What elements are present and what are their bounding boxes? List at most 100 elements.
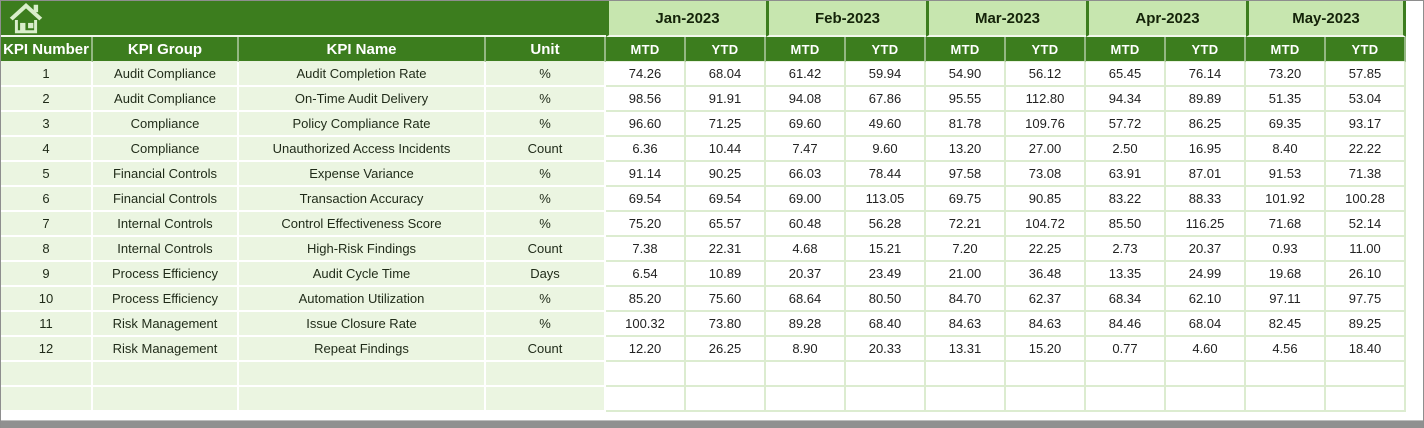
kpi-value-cell: 109.76	[1006, 112, 1086, 137]
empty-cell	[686, 362, 766, 387]
kpi-value-cell: 93.17	[1326, 112, 1406, 137]
kpi-value-cell: 2.50	[1086, 137, 1166, 162]
kpi-value-cell: 94.34	[1086, 87, 1166, 112]
kpi-value-cell: 85.50	[1086, 212, 1166, 237]
kpi-value-cell: 68.04	[1166, 312, 1246, 337]
empty-cell	[1, 387, 93, 412]
kpi-value-cell: 96.60	[606, 112, 686, 137]
sub-header-mar-2023-ytd: YTD	[1006, 37, 1086, 62]
kpi-value-cell: 113.05	[846, 187, 926, 212]
kpi-group-cell: Process Efficiency	[93, 262, 239, 287]
kpi-unit-cell: %	[486, 162, 606, 187]
kpi-unit-cell: %	[486, 287, 606, 312]
spacer-cell	[1406, 312, 1423, 337]
kpi-value-cell: 69.35	[1246, 112, 1326, 137]
kpi-value-cell: 97.11	[1246, 287, 1326, 312]
kpi-value-cell: 90.25	[686, 162, 766, 187]
home-icon	[9, 2, 43, 33]
kpi-value-cell: 67.86	[846, 87, 926, 112]
empty-cell	[1006, 362, 1086, 387]
kpi-value-cell: 13.20	[926, 137, 1006, 162]
kpi-value-cell: 0.77	[1086, 337, 1166, 362]
kpi-value-cell: 97.75	[1326, 287, 1406, 312]
kpi-value-cell: 56.28	[846, 212, 926, 237]
kpi-value-cell: 7.47	[766, 137, 846, 162]
kpi-number-cell: 3	[1, 112, 93, 137]
kpi-value-cell: 73.80	[686, 312, 766, 337]
spacer-cell	[1406, 87, 1423, 112]
kpi-value-cell: 88.33	[1166, 187, 1246, 212]
spacer-cell	[1406, 37, 1423, 62]
kpi-value-cell: 91.14	[606, 162, 686, 187]
kpi-name-cell: High-Risk Findings	[239, 237, 486, 262]
kpi-value-cell: 81.78	[926, 112, 1006, 137]
kpi-value-cell: 74.26	[606, 62, 686, 87]
kpi-value-cell: 71.25	[686, 112, 766, 137]
kpi-value-cell: 94.08	[766, 87, 846, 112]
empty-cell	[1246, 387, 1326, 412]
kpi-value-cell: 4.56	[1246, 337, 1326, 362]
kpi-value-cell: 8.40	[1246, 137, 1326, 162]
kpi-value-cell: 22.25	[1006, 237, 1086, 262]
spacer-cell	[1406, 62, 1423, 87]
kpi-name-cell: Unauthorized Access Incidents	[239, 137, 486, 162]
kpi-value-cell: 60.48	[766, 212, 846, 237]
kpi-group-cell: Audit Compliance	[93, 87, 239, 112]
empty-cell	[93, 362, 239, 387]
kpi-unit-cell: %	[486, 312, 606, 337]
home-button[interactable]	[1, 1, 606, 37]
kpi-value-cell: 73.08	[1006, 162, 1086, 187]
kpi-value-cell: 65.57	[686, 212, 766, 237]
sub-header-apr-2023-ytd: YTD	[1166, 37, 1246, 62]
kpi-number-cell: 1	[1, 62, 93, 87]
kpi-value-cell: 69.60	[766, 112, 846, 137]
kpi-group-cell: Risk Management	[93, 312, 239, 337]
kpi-value-cell: 80.50	[846, 287, 926, 312]
kpi-value-cell: 20.37	[1166, 237, 1246, 262]
kpi-name-cell: Issue Closure Rate	[239, 312, 486, 337]
kpi-value-cell: 71.68	[1246, 212, 1326, 237]
kpi-group-cell: Compliance	[93, 137, 239, 162]
kpi-value-cell: 6.36	[606, 137, 686, 162]
kpi-unit-cell: %	[486, 62, 606, 87]
kpi-number-cell: 4	[1, 137, 93, 162]
kpi-value-cell: 84.46	[1086, 312, 1166, 337]
column-header-unit: Unit	[486, 37, 606, 62]
sub-header-mar-2023-mtd: MTD	[926, 37, 1006, 62]
kpi-value-cell: 69.54	[606, 187, 686, 212]
kpi-value-cell: 116.25	[1166, 212, 1246, 237]
kpi-value-cell: 69.54	[686, 187, 766, 212]
spacer-cell	[1406, 362, 1423, 387]
kpi-group-cell: Process Efficiency	[93, 287, 239, 312]
kpi-name-cell: Control Effectiveness Score	[239, 212, 486, 237]
kpi-value-cell: 87.01	[1166, 162, 1246, 187]
kpi-value-cell: 27.00	[1006, 137, 1086, 162]
kpi-value-cell: 26.10	[1326, 262, 1406, 287]
kpi-value-cell: 68.34	[1086, 287, 1166, 312]
kpi-value-cell: 91.53	[1246, 162, 1326, 187]
kpi-group-cell: Financial Controls	[93, 187, 239, 212]
kpi-value-cell: 66.03	[766, 162, 846, 187]
empty-cell	[606, 387, 686, 412]
kpi-value-cell: 22.31	[686, 237, 766, 262]
sub-header-feb-2023-mtd: MTD	[766, 37, 846, 62]
kpi-value-cell: 82.45	[1246, 312, 1326, 337]
sub-header-may-2023-ytd: YTD	[1326, 37, 1406, 62]
kpi-value-cell: 72.21	[926, 212, 1006, 237]
kpi-unit-cell: %	[486, 112, 606, 137]
spacer-cell	[1406, 287, 1423, 312]
kpi-number-cell: 5	[1, 162, 93, 187]
kpi-value-cell: 61.42	[766, 62, 846, 87]
kpi-value-cell: 4.68	[766, 237, 846, 262]
kpi-grid: Jan-2023 Feb-2023 Mar-2023 Apr-2023 May-2023…	[1, 1, 1423, 412]
window-bottom-bar	[1, 419, 1423, 428]
kpi-value-cell: 68.64	[766, 287, 846, 312]
empty-cell	[766, 387, 846, 412]
kpi-value-cell: 104.72	[1006, 212, 1086, 237]
kpi-value-cell: 78.44	[846, 162, 926, 187]
kpi-value-cell: 101.92	[1246, 187, 1326, 212]
empty-cell	[766, 362, 846, 387]
spacer-cell	[1406, 337, 1423, 362]
kpi-value-cell: 75.20	[606, 212, 686, 237]
